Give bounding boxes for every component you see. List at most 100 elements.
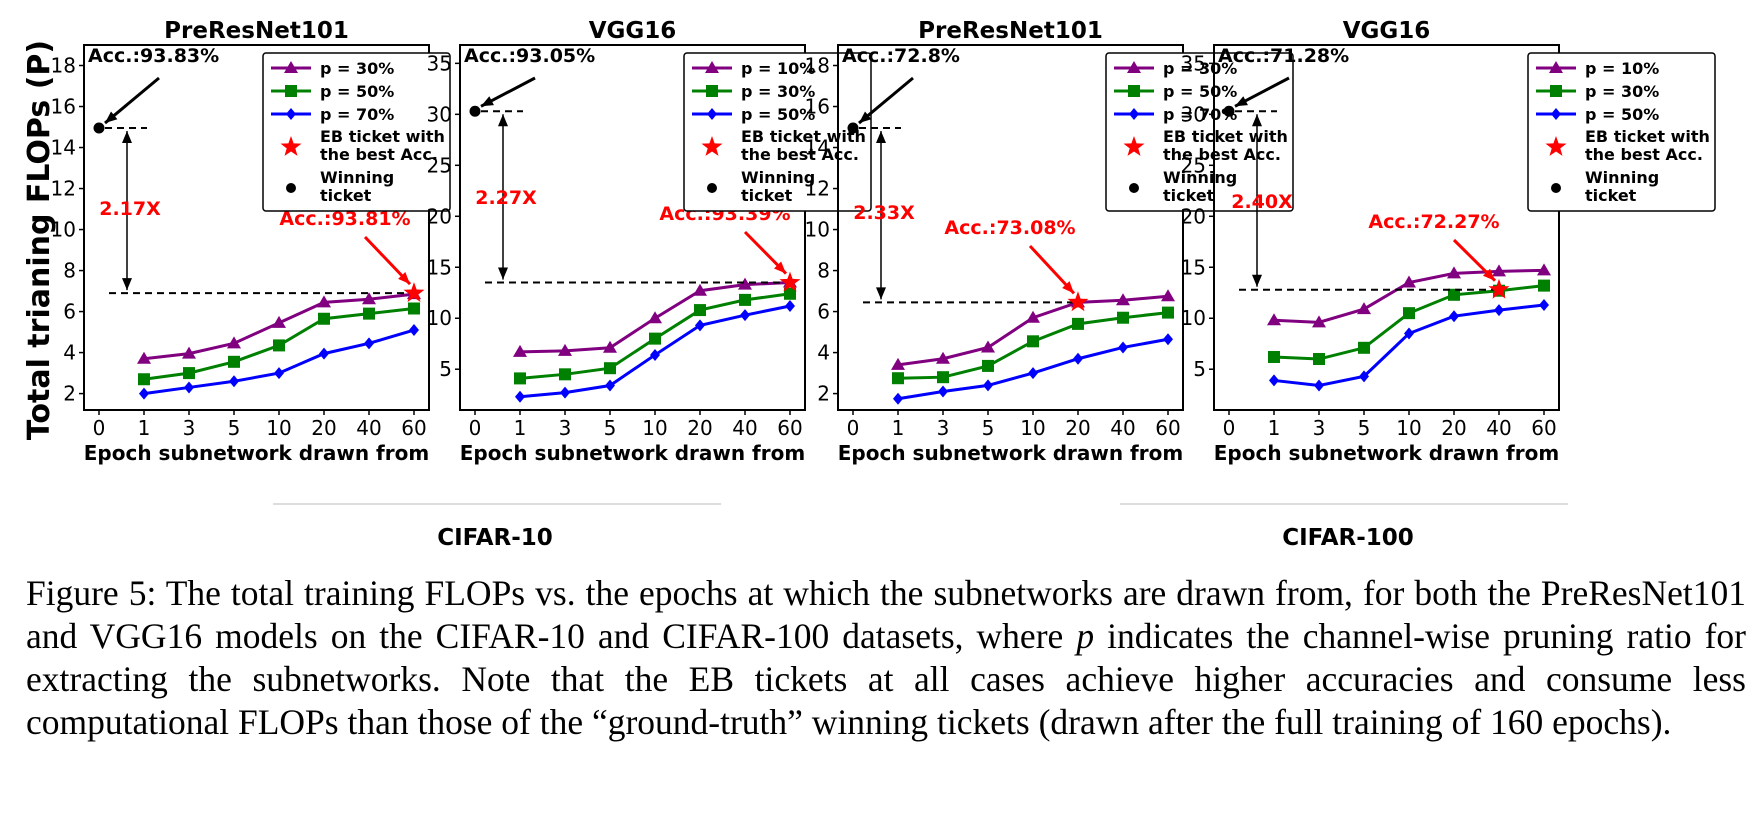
legend-dot-icon — [286, 183, 296, 193]
legend-entry: p = 50% — [320, 82, 394, 101]
y-tick-label: 5 — [439, 357, 452, 381]
legend-marker — [706, 85, 718, 97]
x-axis-label: Epoch subnetwork drawn from — [84, 441, 429, 465]
legend-marker — [1549, 61, 1563, 73]
legend-star-icon — [280, 136, 302, 156]
data-point — [409, 324, 419, 337]
y-tick-label: 10 — [1181, 306, 1206, 330]
chart-title: VGG16 — [589, 18, 677, 44]
x-tick-label: 0 — [847, 416, 860, 440]
eb-ticket-star — [403, 282, 425, 302]
data-point — [938, 385, 948, 398]
data-point — [649, 332, 661, 345]
speedup-arrow-down-head — [122, 278, 132, 291]
plot-frame — [837, 44, 1184, 411]
y-tick-label: 30 — [427, 102, 452, 126]
data-point — [785, 300, 795, 313]
data-point — [317, 295, 331, 308]
plot-frame — [459, 44, 806, 411]
x-tick-label: 40 — [1486, 416, 1511, 440]
series-3 — [1269, 298, 1549, 392]
data-point — [560, 386, 570, 399]
legend-marker — [284, 61, 298, 73]
data-point — [740, 309, 750, 322]
legend-marker — [1127, 61, 1141, 73]
x-tick-label: 10 — [642, 416, 667, 440]
caption-suffix: indicates the channel-wise pruning ratio… — [26, 616, 1746, 742]
data-point — [1267, 313, 1281, 326]
legend-entry: p = 30% — [320, 59, 394, 78]
data-point — [138, 373, 150, 386]
x-tick-label: 3 — [559, 416, 572, 440]
data-point — [273, 339, 285, 352]
x-tick-label: 10 — [1020, 416, 1045, 440]
plot-frame — [1213, 44, 1560, 411]
legend-entry: EB ticket with — [1585, 127, 1710, 146]
eb-ticket-arrow-head — [1062, 281, 1074, 294]
winning-ticket-label: Acc.:72.8% — [842, 45, 960, 67]
winning-ticket-dot — [93, 122, 105, 134]
legend-marker — [705, 61, 719, 73]
caption-prefix: Figure 5: The total training FLOPs vs. t… — [26, 573, 1746, 656]
legend-marker — [1129, 108, 1139, 120]
data-point — [1072, 317, 1084, 330]
legend-entry: the best Acc. — [1163, 145, 1281, 164]
data-point — [1073, 352, 1083, 365]
data-point — [515, 390, 525, 403]
legend-entry: Winning — [320, 168, 394, 187]
data-point — [363, 307, 375, 320]
eb-ticket-arrow-head — [1482, 268, 1495, 281]
x-tick-label: 40 — [732, 416, 757, 440]
data-point — [1358, 341, 1370, 354]
data-point — [274, 367, 284, 380]
y-tick-label: 18 — [805, 54, 830, 78]
data-point — [1538, 279, 1550, 292]
legend-dot-icon — [1551, 183, 1561, 193]
y-tick-label: 12 — [805, 177, 830, 201]
chart-title: PreResNet101 — [164, 18, 349, 44]
y-tick-label: 16 — [51, 95, 76, 119]
data-point — [650, 348, 660, 361]
series-1 — [1267, 263, 1551, 328]
data-point — [228, 355, 240, 368]
data-point — [784, 287, 796, 300]
series-line — [897, 294, 1169, 367]
x-tick-label: 40 — [1110, 416, 1135, 440]
winning-ticket-dot — [1223, 105, 1235, 117]
speedup-arrow-down-head — [876, 287, 886, 300]
y-tick-label: 30 — [1181, 102, 1206, 126]
data-point — [1269, 374, 1279, 387]
data-point — [1116, 293, 1130, 306]
data-point — [364, 337, 374, 350]
data-point — [558, 343, 572, 356]
winning-ticket-arrow-head — [1235, 96, 1248, 107]
legend-entry: p = 30% — [741, 82, 815, 101]
x-tick-label: 0 — [93, 416, 106, 440]
legend-entry: ticket — [1163, 186, 1215, 205]
legend-entry: ticket — [741, 186, 793, 205]
data-point — [694, 304, 706, 317]
y-tick-label: 10 — [805, 218, 830, 242]
legend-marker — [286, 108, 296, 120]
x-tick-label: 3 — [1313, 416, 1326, 440]
speedup-arrow-up-head — [498, 114, 508, 127]
speedup-arrow-down-head — [1252, 274, 1262, 287]
x-tick-label: 20 — [311, 416, 336, 440]
legend-entry: EB ticket with — [320, 127, 445, 146]
legend-entry: p = 70% — [320, 105, 394, 124]
series-3 — [139, 324, 419, 400]
data-point — [227, 336, 241, 349]
y-tick-label: 25 — [427, 153, 452, 177]
group-label-cifar100: CIFAR-100 — [1282, 525, 1414, 551]
winning-ticket-arrow-head — [859, 111, 872, 124]
y-tick-label: 4 — [63, 341, 76, 365]
data-point — [738, 277, 752, 290]
y-tick-label: 6 — [63, 300, 76, 324]
legend-entry: p = 50% — [1585, 105, 1659, 124]
figure-panels: Total trianing FLOPs (P) PreResNet101 0 1 3… — [22, 18, 1716, 551]
chart-title: PreResNet101 — [918, 18, 1103, 44]
data-point — [936, 351, 950, 364]
eb-ticket-label: Acc.:72.27% — [1368, 211, 1499, 233]
x-tick-label: 1 — [514, 416, 527, 440]
